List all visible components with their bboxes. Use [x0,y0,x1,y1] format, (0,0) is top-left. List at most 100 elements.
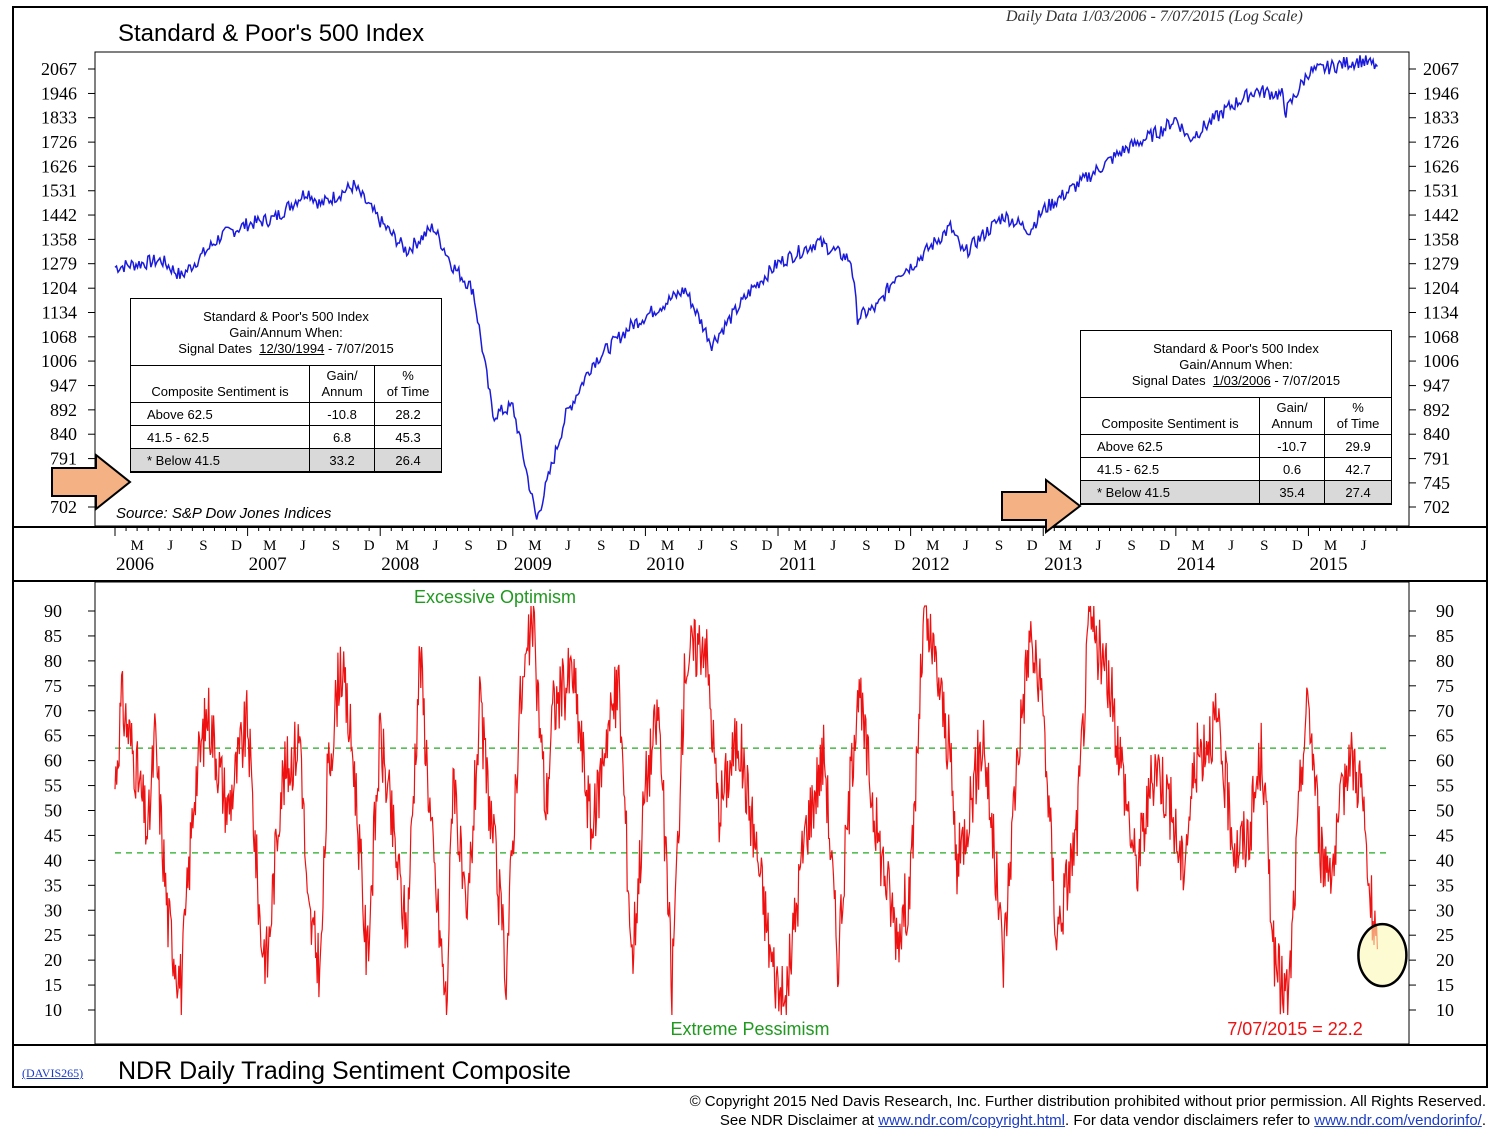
y-tick-label-left: 70 [44,701,62,721]
x-month-label: M [263,538,276,554]
y-tick-label-left: 35 [44,875,62,895]
chart-subtitle: Daily Data 1/03/2006 - 7/07/2015 (Log Sc… [1006,8,1303,25]
x-year-label: 2013 [1044,554,1082,575]
y-tick-label-right: 55 [1436,776,1454,796]
y-tick-label-left: 1358 [41,229,77,249]
x-month-label: M [661,538,674,554]
x-month-label: D [496,538,507,554]
x-month-label: D [1027,538,1038,554]
y-tick-label-left: 60 [44,751,62,771]
divider-top-axis [12,526,1488,528]
y-tick-label-right: 1204 [1423,278,1459,298]
y-tick-label-right: 892 [1423,400,1450,420]
x-month-label: D [231,538,242,554]
last-value-marker [1357,922,1408,988]
y-tick-label-right: 1279 [1423,254,1459,274]
x-month-label: D [364,538,375,554]
page-title: Standard & Poor's 500 Index [118,20,425,47]
x-month-label: S [1128,538,1136,554]
copyright-line: © Copyright 2015 Ned Davis Research, Inc… [689,1093,1486,1110]
col-pct: % of Time [1324,398,1391,435]
y-tick-label-left: 2067 [41,59,77,79]
y-tick-label-right: 80 [1436,651,1454,671]
y-tick-label-left: 50 [44,801,62,821]
stats-table-left: Standard & Poor's 500 Index Gain/Annum W… [130,298,442,473]
y-tick-label-right: 745 [1423,473,1450,493]
optimism-label: Excessive Optimism [414,587,576,607]
y-tick-label-right: 1726 [1423,132,1459,152]
y-tick-label-right: 35 [1436,875,1454,895]
copyright-link[interactable]: www.ndr.com/copyright.html [878,1112,1065,1129]
x-year-label: 2010 [646,554,684,575]
y-tick-label-right: 1006 [1423,351,1459,371]
y-tick-label-right: 1833 [1423,108,1459,128]
y-tick-label-right: 70 [1436,701,1454,721]
x-month-label: M [1191,538,1204,554]
x-month-label: J [565,538,571,554]
x-month-label: M [528,538,541,554]
x-month-label: S [199,538,207,554]
x-month-label: D [629,538,640,554]
y-tick-label-right: 840 [1423,424,1450,444]
table-left-title: Standard & Poor's 500 Index [203,309,369,324]
table-right-dates: Signal Dates 1/03/2006 - 7/07/2015 [1131,373,1341,388]
x-month-label: S [995,538,1003,554]
y-tick-label-right: 1946 [1423,83,1459,103]
y-tick-label-left: 1204 [41,278,77,298]
y-tick-label-left: 15 [44,975,62,995]
table-right-title: Standard & Poor's 500 Index [1153,341,1319,356]
x-year-label: 2006 [116,554,154,575]
x-month-label: M [1324,538,1337,554]
y-tick-label-right: 1358 [1423,229,1459,249]
table-row-highlight: * Below 41.5 33.2 26.4 [131,448,441,472]
x-month-label: J [1096,538,1102,554]
y-tick-label-left: 1006 [41,351,77,371]
y-tick-label-left: 65 [44,726,62,746]
x-month-label: S [1260,538,1268,554]
y-tick-label-left: 25 [44,925,62,945]
table-row-highlight: * Below 41.5 35.4 27.4 [1081,480,1391,504]
sp500-chart: 2067 2067 1946 1946 1833 1833 1726 1726 1626 1626… [41,51,1459,527]
divider-footer [12,1044,1488,1046]
x-year-label: 2014 [1177,554,1216,575]
y-tick-label-right: 50 [1436,801,1454,821]
y-tick-label-right: 45 [1436,825,1454,845]
x-month-label: J [1228,538,1234,554]
y-tick-label-right: 1531 [1423,181,1459,201]
table-left-subtitle: Gain/Annum When: [229,325,343,340]
table-row: 41.5 - 62.5 0.6 42.7 [1081,457,1391,481]
y-tick-label-left: 40 [44,850,62,870]
x-month-label: D [1159,538,1170,554]
y-tick-label-right: 60 [1436,751,1454,771]
plot-area [94,581,1410,1045]
y-tick-label-left: 85 [44,626,62,646]
stats-table-right: Standard & Poor's 500 Index Gain/Annum W… [1080,330,1392,505]
y-tick-label-left: 1531 [41,181,77,201]
sentiment-series-line [114,605,1378,1016]
table-row: 41.5 - 62.5 6.8 45.3 [131,425,441,449]
col-sentiment: Composite Sentiment is [131,366,310,403]
x-month-label: J [830,538,836,554]
y-tick-label-left: 840 [50,424,77,444]
y-tick-label-right: 1068 [1423,327,1459,347]
vendor-link[interactable]: www.ndr.com/vendorinfo/ [1314,1112,1482,1129]
y-tick-label-right: 90 [1436,601,1454,621]
y-tick-label-left: 1442 [41,205,77,225]
x-year-label: 2015 [1309,554,1347,575]
x-month-label: M [1059,538,1072,554]
x-year-label: 2008 [381,554,419,575]
bottom-title: NDR Daily Trading Sentiment Composite [118,1057,571,1085]
col-pct: % of Time [374,366,441,403]
y-tick-label-right: 702 [1423,497,1450,517]
col-gain: Gain/Annum [309,366,376,403]
y-tick-label-right: 20 [1436,950,1454,970]
table-row: Above 62.5 -10.8 28.2 [131,402,441,426]
table-right-subtitle: Gain/Annum When: [1179,357,1293,372]
y-tick-label-right: 30 [1436,900,1454,920]
x-month-label: J [963,538,969,554]
y-tick-label-left: 1626 [41,156,77,176]
y-tick-label-left: 55 [44,776,62,796]
chart-code-link[interactable]: (DAVIS265) [22,1066,84,1080]
x-month-label: D [894,538,905,554]
